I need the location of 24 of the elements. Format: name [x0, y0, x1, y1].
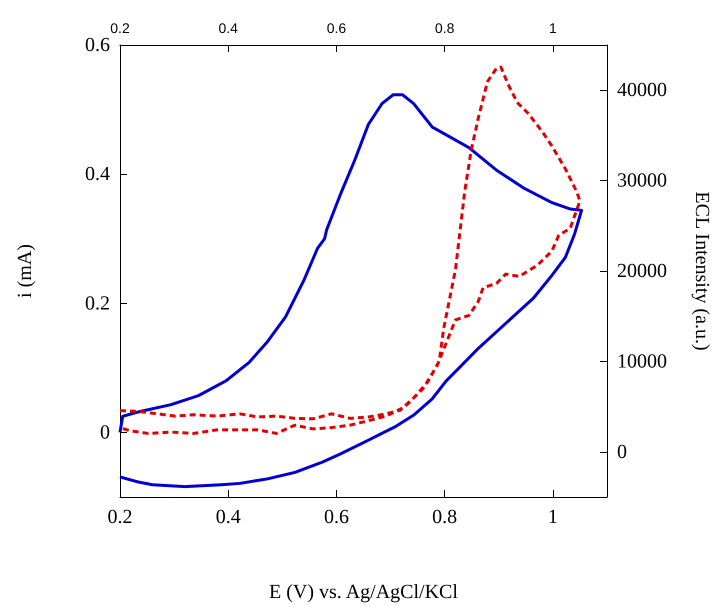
- x2-tick-label: 0.2: [110, 20, 130, 36]
- y2-tick-label: 40000: [617, 79, 667, 102]
- y-tick-label: 0.2: [85, 292, 110, 314]
- x2-tick-label: 0.4: [218, 20, 238, 36]
- x-tick-label: 1: [548, 506, 558, 528]
- y2-tick-label: 30000: [617, 170, 667, 192]
- y2-tick-label: 20000: [617, 260, 667, 282]
- y2-tick-label: 10000: [617, 350, 667, 372]
- x2-tick-label: 1: [548, 20, 557, 36]
- x-tick-label: 0.8: [432, 506, 458, 528]
- line-series: [118, 66, 582, 435]
- x-axis-title: E (V) vs. Ag/AgCl/KCl: [269, 581, 458, 603]
- y-axis-title: i (mA): [14, 244, 36, 298]
- x-tick-label: 0.6: [324, 506, 349, 528]
- x-tick-label: 0.2: [108, 506, 132, 528]
- y2-tick-label: 0: [617, 440, 627, 463]
- y2-axis-title: ECL Intensity (a.u.): [691, 191, 713, 351]
- x2-tick-label: 0.6: [326, 20, 346, 36]
- x2-tick-label: 0.8: [434, 20, 455, 36]
- line-series: [118, 93, 584, 488]
- y-tick-label: 0.4: [85, 163, 110, 186]
- x-tick-label: 0.4: [216, 506, 241, 528]
- y-tick-label: 0.6: [85, 34, 110, 56]
- y-tick-label: 0: [100, 421, 110, 444]
